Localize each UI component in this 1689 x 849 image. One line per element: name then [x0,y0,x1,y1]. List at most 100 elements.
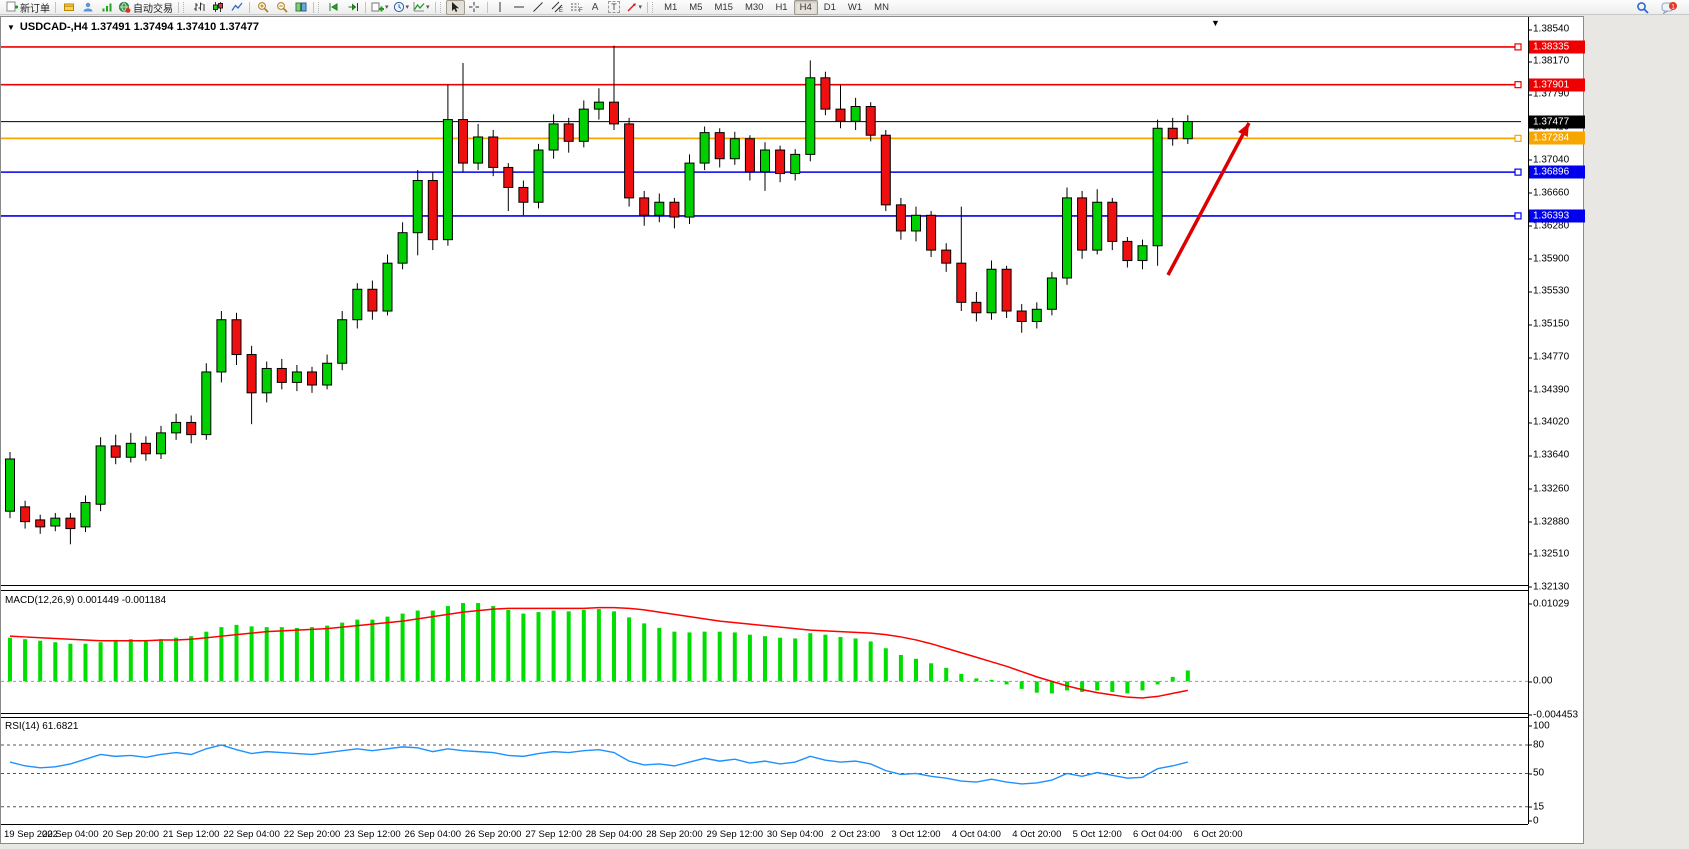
bear-candle [895,204,906,232]
bull-candle [382,262,393,312]
bull-candle [337,319,348,364]
macd-histogram-bar [657,627,662,682]
text-label-tool-button[interactable]: T [605,0,624,15]
x-axis-label: 28 Sep 20:00 [646,829,703,840]
zoom-in-button[interactable] [253,0,272,15]
bull-candle [684,162,695,218]
equidistant-channel-icon: E [551,1,564,13]
auto-scroll-button[interactable] [324,0,343,15]
new-chart-button[interactable]: ▾ [369,0,391,15]
macd-histogram-bar [778,637,783,682]
macd-histogram-bar [838,636,843,682]
macd-histogram-bar [702,631,707,682]
timeframe-button-mn[interactable]: MN [874,1,889,13]
time-axis[interactable]: 19 Sep 2022 20 Sep 04:00 20 Sep 20:00 21 Se… [1,825,1528,844]
candle-chart-type-button[interactable] [208,0,227,15]
zoom-out-button[interactable] [272,0,291,15]
macd-histogram-bar [264,627,269,682]
timeframe-button-h4[interactable]: H4 [793,0,818,15]
quotes-button[interactable] [59,0,78,15]
bull-candle [1031,308,1042,322]
bear-candle [563,123,574,142]
tile-windows-button[interactable] [291,0,310,15]
scroll-to-end-marker[interactable]: ▼ [1211,18,1220,28]
profile-button[interactable] [78,0,97,15]
profile-icon [82,1,94,13]
price-axis-tick: 1.35150 [1528,318,1570,330]
chart-canvas[interactable] [1,17,1528,844]
line-chart-type-button[interactable] [227,0,246,15]
macd-histogram-bar [959,673,964,682]
price-badge: 1.38335 [1529,40,1585,54]
new-order-label: 新订单 [20,3,50,15]
crosshair-tool-button[interactable] [465,0,484,15]
macd-histogram-bar [793,638,798,682]
macd-histogram-bar [868,641,873,682]
timeframe-button-h1[interactable]: H1 [775,1,788,13]
signal-button[interactable] [97,0,116,15]
dropdown-caret[interactable]: ▾ [385,4,389,11]
price-badge: 1.37477 [1529,115,1585,129]
macd-histogram-bar [1080,681,1085,692]
autotrade-button[interactable]: 自动交易 [116,0,175,15]
vertical-line-tool-button[interactable] [491,0,510,15]
indicators-button[interactable]: ▾ [411,0,432,15]
timeframe-button-w1[interactable]: W1 [847,1,863,13]
macd-histogram-bar [1095,681,1100,691]
separator [249,1,250,13]
x-axis-label: 6 Oct 20:00 [1193,829,1243,840]
macd-histogram-bar [1110,681,1115,692]
bar-chart-type-button[interactable] [189,0,208,15]
macd-histogram-bar [944,667,949,682]
chart-shift-button[interactable] [343,0,362,15]
period-button[interactable]: ▾ [391,0,412,15]
timeframe-button-m30[interactable]: M30 [744,1,764,13]
macd-histogram-bar [174,637,179,682]
text-tool-button[interactable]: A [586,0,605,15]
clock-icon [393,1,405,13]
x-axis-label: 30 Sep 04:00 [766,829,824,840]
zoom-in-icon [257,1,269,13]
macd-histogram-bar [914,658,918,682]
new-order-button[interactable]: 新订单 [4,0,52,15]
bear-candle [307,371,317,386]
x-axis-label: 3 Oct 12:00 [891,829,941,840]
chart-title-text: USDCAD-,H4 1.37491 1.37494 1.37410 1.374… [19,21,260,33]
arrows-tool-button[interactable]: ▾ [624,0,645,15]
bear-candle [714,132,725,160]
equidistant-channel-tool-button[interactable]: E [548,0,567,15]
search-button[interactable] [1633,0,1652,15]
dropdown-caret[interactable]: ▾ [426,4,430,11]
dropdown-caret[interactable]: ▾ [405,4,410,11]
rsi-axis-tick: 100 [1529,720,1550,732]
macd-histogram-bar [1155,681,1160,685]
bull-candle [473,136,484,164]
bull-candle [50,517,61,527]
chat-icon: 1 [1661,1,1677,14]
chat-button[interactable]: 1 [1659,0,1679,15]
macd-histogram-bar [687,632,692,682]
trendline-tool-button[interactable] [529,0,548,15]
auto-scroll-icon [328,1,340,13]
collapse-triangle-icon[interactable]: ▼ [7,22,15,32]
macd-histogram-bar [53,642,58,682]
timeframe-button-m5[interactable]: M5 [689,1,703,13]
price-axis-tick: 1.37790 [1528,88,1570,100]
timeframe-button-d1[interactable]: D1 [823,1,836,13]
price-axis[interactable]: 1.385401.381701.377901.374101.370401.366… [1528,17,1585,826]
hline-handle [1514,81,1522,89]
cursor-tool-button[interactable] [445,0,465,15]
bear-candle [865,106,876,136]
price-axis-tick: 1.35900 [1528,253,1570,265]
timeframe-button-m15[interactable]: M15 [714,1,733,13]
macd-histogram-bar [249,626,254,682]
timeframe-button-m1[interactable]: M1 [664,1,678,13]
macd-histogram-bar [974,678,979,682]
macd-histogram-bar [68,643,73,682]
horizontal-line-tool-button[interactable] [510,0,529,15]
macd-histogram-bar [566,611,571,682]
macd-histogram-bar [128,639,133,682]
bear-candle [880,134,891,206]
dropdown-caret[interactable]: ▾ [638,4,643,11]
fibonacci-tool-button[interactable]: F [567,0,586,15]
